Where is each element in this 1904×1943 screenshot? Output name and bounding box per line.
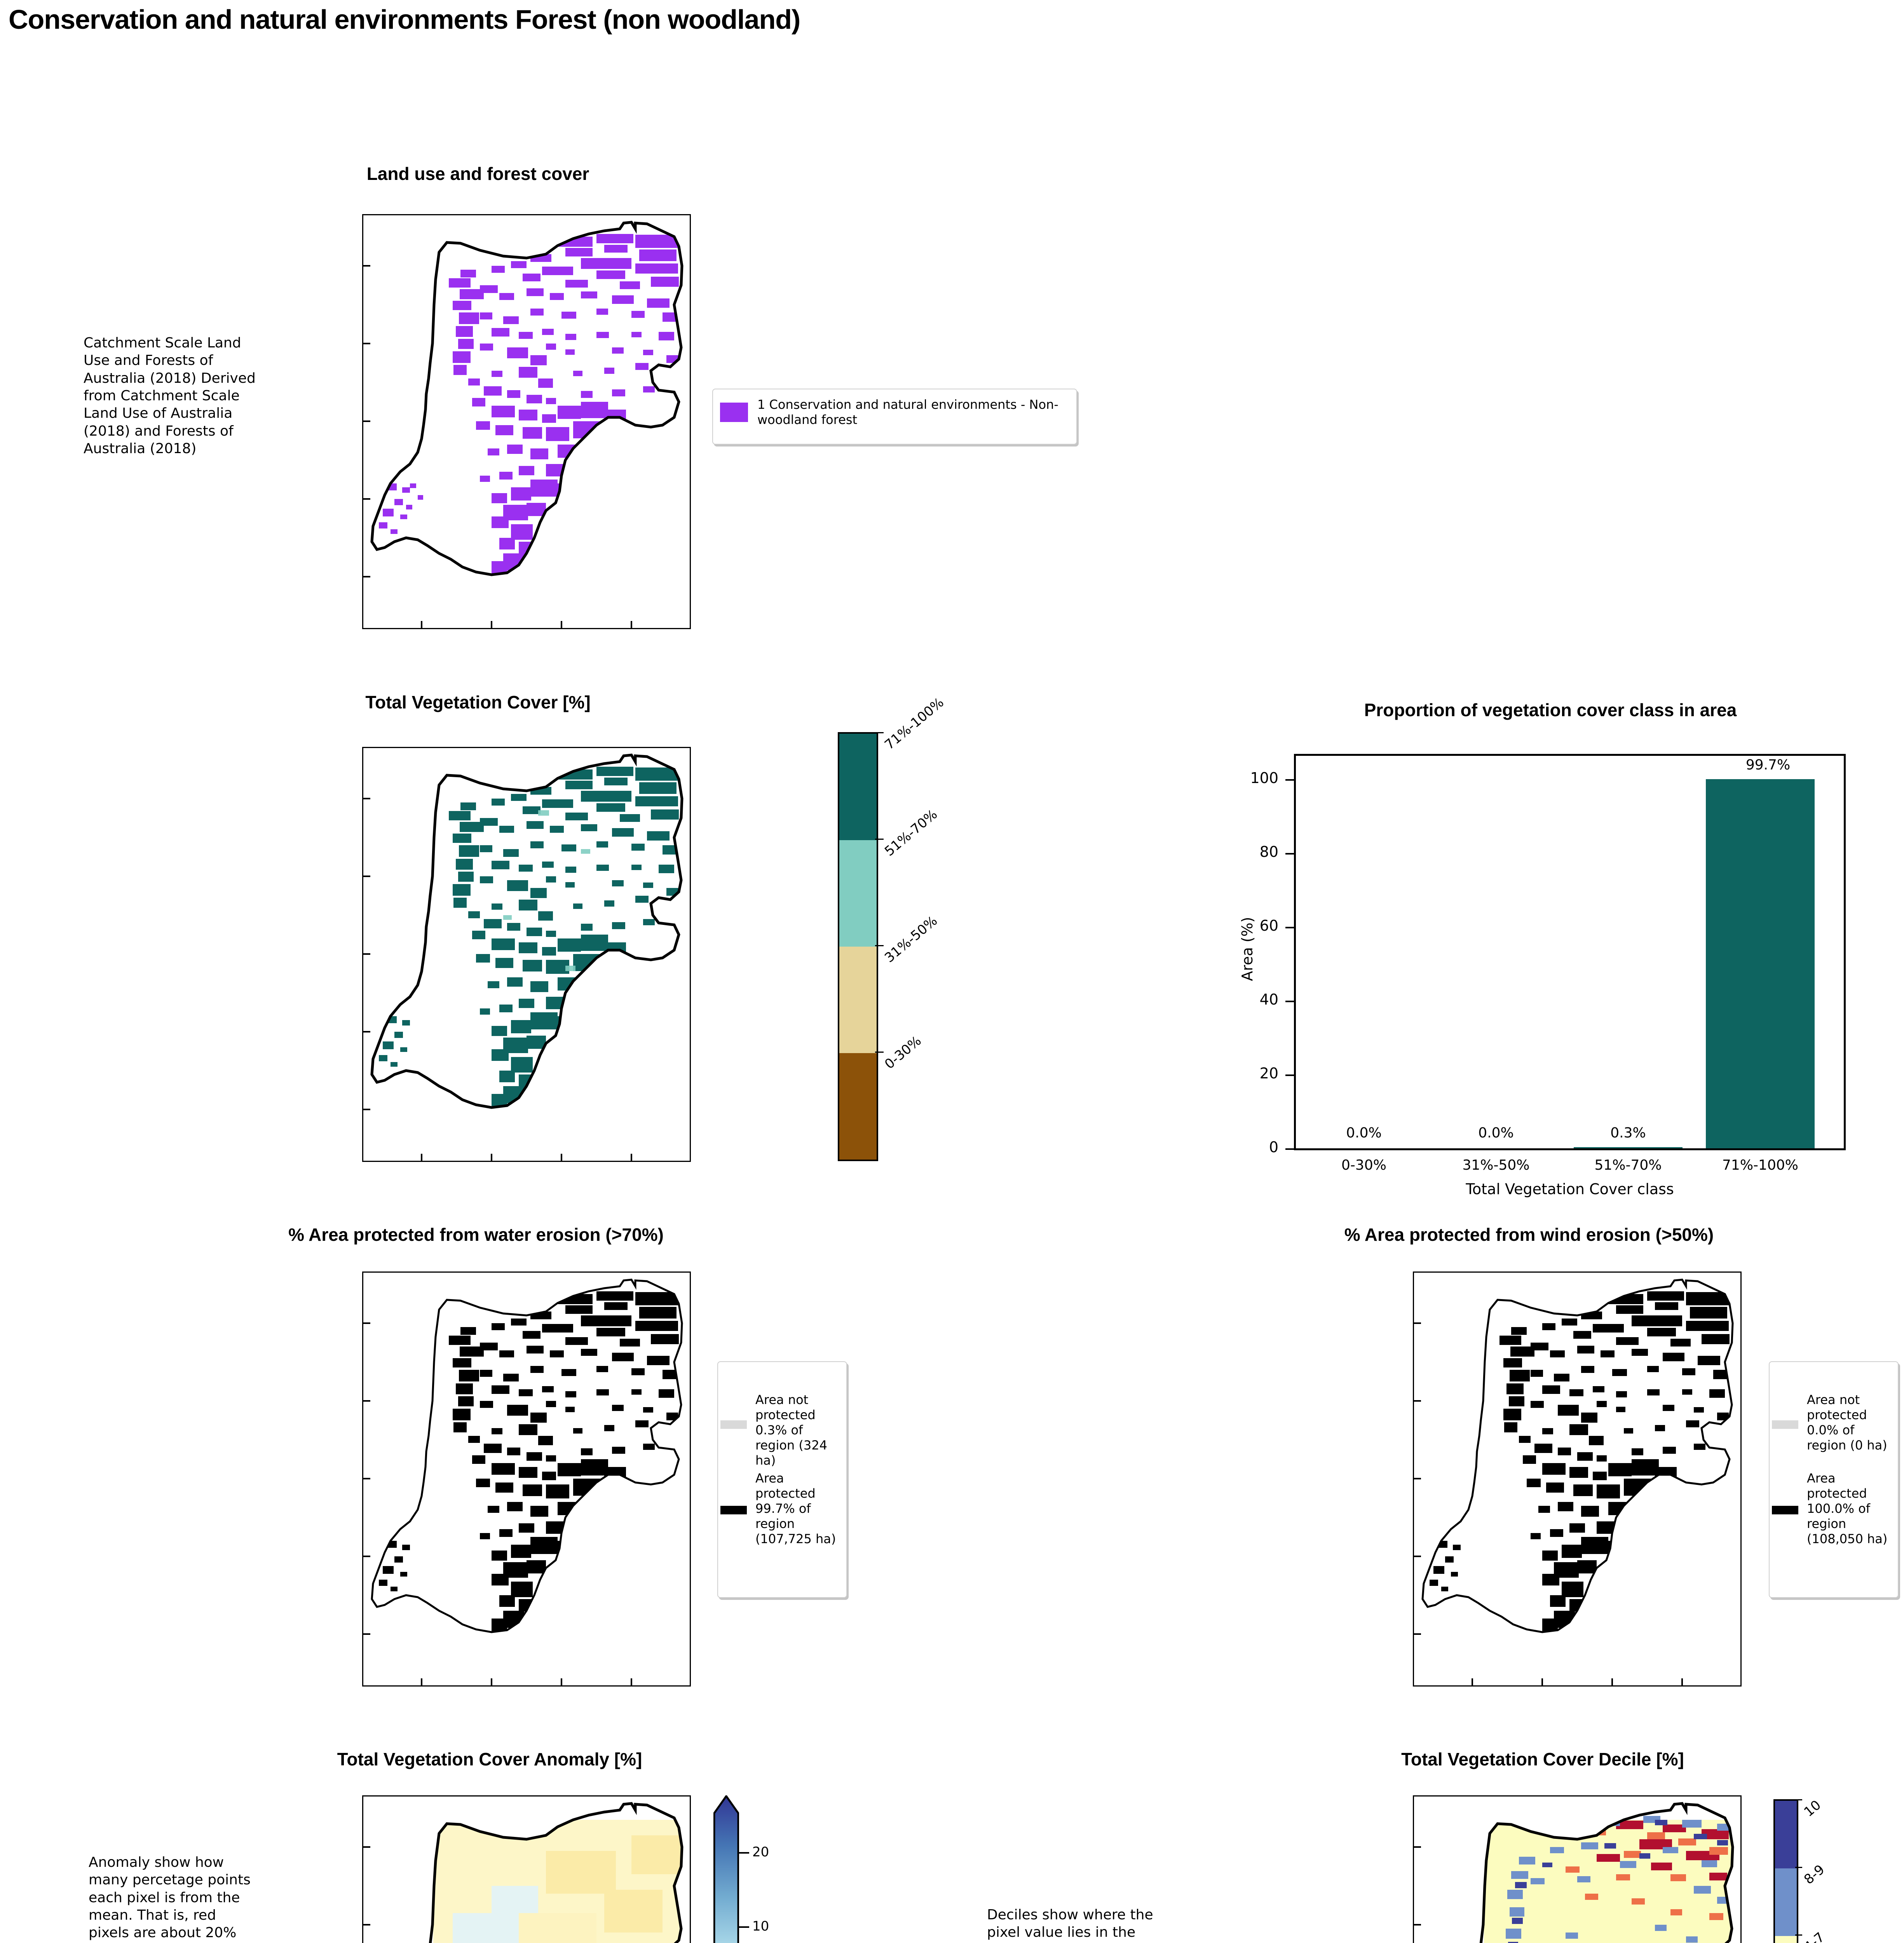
chart-title-proportion: Proportion of vegetation cover class in … [1364, 700, 1737, 720]
legend-label-not-protected-water: Area not protected 0.3% of region (324 h… [755, 1392, 827, 1468]
xtick-51-70: 51%-70% [1594, 1157, 1662, 1173]
legend-swatch-protected-wind [1772, 1506, 1798, 1514]
bar-51-70 [1574, 1147, 1683, 1148]
panel-title-total-vegetation-cover: Total Vegetation Cover [%] [365, 692, 591, 712]
map-wind-svg [1414, 1278, 1734, 1685]
decile-colorbar [1773, 1799, 1798, 1943]
panel-title-anomaly: Total Vegetation Cover Anomaly [%] [337, 1749, 642, 1769]
ytick-0: 0 [1269, 1139, 1278, 1156]
map-anomaly-svg [363, 1802, 683, 1943]
xtick-71-100: 71%-100% [1722, 1157, 1798, 1173]
legend-label-conservation: 1 Conservation and natural environments … [757, 397, 1058, 427]
anomaly-colorbar-svg [713, 1795, 739, 1943]
panel-title-decile: Total Vegetation Cover Decile [%] [1401, 1749, 1684, 1769]
cbar-seg-71-100 [839, 734, 877, 840]
decile-seg-8-9 [1775, 1868, 1797, 1936]
map-wind-erosion[interactable] [1413, 1271, 1742, 1687]
xtick-31-50: 31%-50% [1462, 1157, 1530, 1173]
land-use-sidenote: Catchment Scale Land Use and Forests of … [84, 335, 256, 457]
cbar-seg-31-50 [839, 947, 877, 1053]
ytick-100: 100 [1250, 769, 1278, 787]
legend-label-not-protected-wind: Area not protected 0.0% of region (0 ha) [1807, 1392, 1887, 1453]
xtick-0-30: 0-30% [1341, 1157, 1386, 1173]
map-total-vegetation-cover[interactable] [362, 747, 691, 1162]
water-erosion-legend: Area not protected 0.3% of region (324 h… [717, 1361, 847, 1598]
decile-sidenote: Deciles show where the pixel value lies … [987, 1907, 1153, 1943]
ytick-60: 60 [1259, 917, 1278, 934]
chart-xlabel: Total Vegetation Cover class [1466, 1181, 1674, 1198]
panel-title-land-use: Land use and forest cover [366, 164, 589, 184]
map-land-use-svg [363, 221, 683, 628]
bar-value-0-30: 0.0% [1346, 1125, 1382, 1141]
ytick-80: 80 [1259, 843, 1278, 860]
chart-ylabel: Area (%) [1239, 917, 1256, 981]
anomaly-tick-10: 10 [752, 1919, 769, 1934]
anomaly-colorbar [713, 1795, 739, 1943]
panel-title-wind-erosion: % Area protected from wind erosion (>50%… [1344, 1224, 1714, 1245]
ytick-40: 40 [1259, 991, 1278, 1008]
decile-seg-4-7 [1775, 1936, 1797, 1943]
decile-seg-10 [1775, 1801, 1797, 1868]
map-vegcover-svg [363, 753, 683, 1161]
cbar-label-71-100: 71%-100% [882, 694, 947, 753]
map-water-svg [363, 1278, 683, 1685]
bar-chart-vegetation-cover-class[interactable]: 0.0% 0.0% 0.3% 99.7% 0 20 40 60 80 100 0… [1239, 754, 1846, 1198]
panel-title-water-erosion: % Area protected from water erosion (>70… [288, 1224, 664, 1245]
bar-value-51-70: 0.3% [1610, 1125, 1646, 1141]
bar-71-100 [1706, 779, 1815, 1148]
wind-erosion-legend: Area not protected 0.0% of region (0 ha)… [1769, 1361, 1899, 1598]
anomaly-tick-20: 20 [752, 1844, 769, 1860]
land-use-legend: 1 Conservation and natural environments … [712, 389, 1077, 445]
legend-swatch-conservation [720, 403, 748, 422]
map-vegetation-anomaly[interactable] [362, 1795, 691, 1943]
legend-swatch-not-protected-water [720, 1420, 747, 1429]
cbar-seg-51-70 [839, 840, 877, 947]
decile-label-8-9: 8-9 [1801, 1861, 1828, 1888]
decile-label-4-7: 4-7 [1801, 1929, 1828, 1943]
chart-plot-frame [1294, 754, 1846, 1150]
bar-value-31-50: 0.0% [1478, 1125, 1514, 1141]
bar-value-71-100: 99.7% [1745, 757, 1791, 773]
cbar-seg-0-30 [839, 1053, 877, 1160]
map-water-erosion[interactable] [362, 1271, 691, 1687]
legend-swatch-protected-water [720, 1506, 747, 1514]
decile-label-10: 10 [1801, 1797, 1824, 1820]
vegcover-colorbar [838, 732, 878, 1161]
anomaly-sidenote: Anomaly show how many percetage points e… [89, 1854, 253, 1943]
legend-label-protected-wind: Area protected 100.0% of region (108,050… [1807, 1471, 1888, 1547]
cbar-label-31-50: 31%-50% [882, 913, 941, 966]
ytick-20: 20 [1259, 1065, 1278, 1082]
cbar-label-0-30: 0-30% [882, 1033, 924, 1073]
legend-swatch-not-protected-wind [1772, 1420, 1798, 1429]
map-vegetation-decile[interactable] [1413, 1795, 1742, 1943]
page-title: Conservation and natural environments Fo… [9, 4, 800, 35]
map-land-use-forest-cover[interactable] [362, 214, 691, 629]
cbar-label-51-70: 51%-70% [882, 806, 941, 860]
legend-label-protected-water: Area protected 99.7% of region (107,725 … [755, 1471, 836, 1547]
map-decile-svg [1414, 1802, 1734, 1943]
